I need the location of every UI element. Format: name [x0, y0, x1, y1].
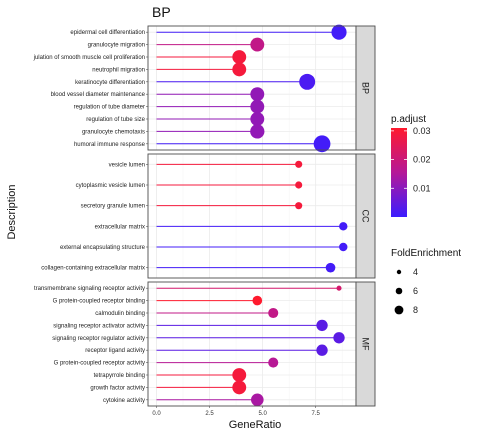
- y-tick-label: blood vessel diameter maintenance: [51, 92, 146, 98]
- size-legend-point: [395, 287, 403, 295]
- panel-bp: epidermal cell differentiation granulocyt…: [33, 24, 376, 153]
- y-tick-label: regulation of tube diameter: [74, 105, 145, 111]
- y-tick-label: granulocyte chemotaxis: [82, 129, 145, 135]
- y-tick-label: julation of smooth muscle cell prolifera…: [33, 55, 145, 61]
- x-tick-label: 2.5: [205, 411, 214, 417]
- lollipop-point: [331, 24, 347, 40]
- y-tick-label: regulation of tube size: [86, 117, 145, 123]
- y-tick-label: G protein-coupled receptor activity: [54, 361, 145, 367]
- size-legend-point: [394, 305, 404, 315]
- x-axis: 0.0 2.5 5.0 7.5: [152, 406, 321, 417]
- y-tick-label: external encapsulating structure: [60, 245, 146, 251]
- lollipop-point: [232, 62, 247, 77]
- y-tick-label: signaling receptor activator activity: [53, 323, 145, 329]
- y-tick-label: extracellular matrix: [95, 224, 145, 230]
- y-tick-label: keratinocyte differentiation: [75, 80, 145, 86]
- chart-title: BP: [152, 4, 171, 20]
- y-tick-label: cytokine activity: [103, 398, 145, 404]
- y-tick-label: granulocyte migration: [88, 43, 145, 49]
- y-tick-label: secretory granule lumen: [81, 204, 145, 210]
- x-tick-label: 0.0: [152, 411, 161, 417]
- y-tick-label: cytoplasmic vesicle lumen: [76, 183, 145, 189]
- y-tick-label: calmodulin binding: [95, 311, 145, 317]
- facet-strip: [355, 281, 376, 407]
- size-legend-keys: 4 6 8: [394, 267, 418, 315]
- lollipop-point: [313, 135, 331, 153]
- color-legend-label: 0.02: [413, 155, 431, 165]
- y-tick-label: collagen-containing extracellular matrix: [41, 266, 145, 272]
- lollipop-point: [339, 222, 348, 231]
- color-legend-ticks: 0.03 0.02 0.01: [391, 126, 431, 193]
- y-tick-label: growth factor activity: [90, 385, 145, 391]
- panel-background: [148, 154, 356, 278]
- panel-background: [148, 282, 356, 406]
- panel-cc: vesicle lumen cytoplasmic vesicle lumen se…: [41, 153, 376, 279]
- color-legend-title: p.adjust: [391, 114, 426, 125]
- color-legend-label: 0.01: [413, 183, 431, 193]
- lollipop-point: [339, 242, 348, 252]
- lollipop-point: [251, 393, 264, 407]
- lollipop-point: [250, 87, 265, 102]
- lollipop-point: [232, 50, 247, 64]
- y-tick-label: vesicle lumen: [109, 162, 145, 168]
- lollipop-point: [336, 285, 342, 291]
- lollipop-point: [333, 332, 345, 344]
- y-tick-label: neutrophil migration: [92, 67, 145, 73]
- color-legend-gradient: [391, 128, 407, 217]
- lollipop-point: [250, 124, 265, 139]
- size-legend: FoldEnrichment 4 6 8: [391, 248, 461, 315]
- lollipop-point: [299, 73, 316, 90]
- color-legend: p.adjust 0.03 0.02 0.01: [391, 114, 431, 217]
- lollipop-point: [316, 344, 328, 356]
- lollipop-point: [232, 380, 247, 395]
- size-legend-label: 4: [413, 267, 418, 277]
- panel-mf: transmembrane signaling receptor activit…: [34, 281, 376, 407]
- lollipop-point: [295, 181, 303, 189]
- y-tick-label: G protein-coupled receptor binding: [53, 299, 145, 305]
- lollipop-point: [252, 295, 263, 306]
- y-tick-label: tetrapyrrole binding: [94, 373, 145, 379]
- facet-strip: [355, 153, 376, 279]
- y-tick-label: signaling receptor regulator activity: [52, 336, 145, 342]
- lollipop-point: [268, 307, 279, 319]
- lollipop-point: [295, 202, 303, 210]
- y-tick-label: transmembrane signaling receptor activit…: [34, 286, 145, 292]
- size-legend-point: [396, 269, 402, 275]
- y-axis-title: Description: [6, 184, 18, 239]
- lollipop-point: [250, 112, 265, 126]
- color-legend-label: 0.03: [413, 126, 431, 136]
- lollipop-point: [232, 368, 247, 382]
- lollipop-point: [268, 357, 279, 368]
- facet-strip: [355, 25, 376, 151]
- y-tick-label: humoral immune response: [74, 142, 146, 148]
- facet-panels: epidermal cell differentiation granulocyt…: [33, 24, 376, 407]
- lollipop-point: [295, 160, 303, 168]
- size-legend-title: FoldEnrichment: [391, 248, 461, 259]
- x-axis-title: GeneRatio: [229, 419, 282, 431]
- lollipop-point: [316, 319, 328, 332]
- size-legend-label: 8: [413, 305, 418, 315]
- x-tick-label: 5.0: [258, 411, 267, 417]
- facet-strip-label: BP: [361, 82, 371, 94]
- lollipop-point: [250, 37, 265, 52]
- facet-strip-label: MF: [361, 338, 371, 351]
- facet-strip-label: CC: [361, 210, 371, 223]
- lollipop-point: [325, 262, 336, 273]
- x-tick-label: 7.5: [312, 411, 321, 417]
- size-legend-label: 6: [413, 286, 418, 296]
- y-tick-label: receptor ligand activity: [85, 348, 145, 354]
- lollipop-point: [250, 99, 265, 114]
- y-tick-label: epidermal cell differentiation: [70, 30, 145, 36]
